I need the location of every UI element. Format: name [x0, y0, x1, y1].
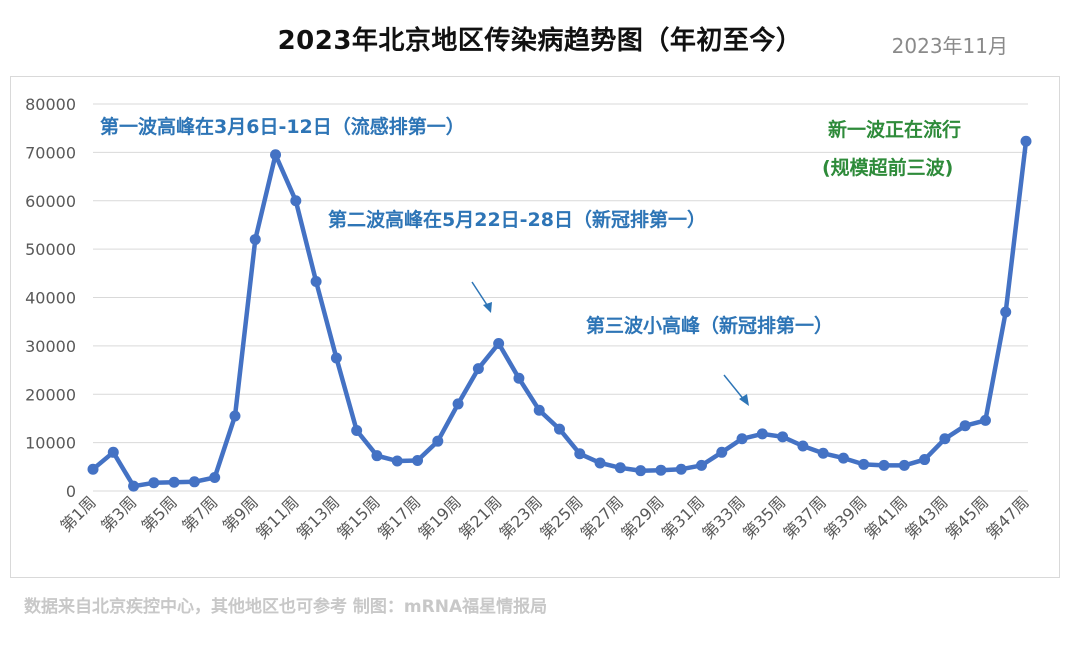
x-tick-label: 第33周	[698, 492, 748, 542]
source-footnote: 数据来自北京疾控中心，其他地区也可参考 制图：mRNA福星情报局	[24, 597, 548, 617]
data-point	[128, 480, 140, 492]
y-tick-label: 0	[66, 482, 76, 501]
data-point	[959, 420, 971, 432]
data-point	[310, 276, 322, 288]
data-point	[919, 454, 931, 466]
data-point	[756, 428, 768, 440]
data-point	[898, 459, 910, 471]
y-tick-label: 10000	[25, 434, 76, 453]
arrow-wave3	[723, 374, 749, 406]
y-tick-label: 60000	[25, 192, 76, 211]
data-point	[188, 476, 200, 488]
x-tick-label: 第23周	[496, 492, 546, 542]
x-tick-label: 第21周	[455, 492, 505, 542]
x-tick-label: 第17周	[374, 492, 424, 542]
data-point	[87, 463, 99, 475]
data-point	[614, 462, 626, 474]
data-point	[1020, 135, 1032, 147]
y-axis-ticks: 0 10000 20000 30000 40000 50000 60000 70000 8000…	[25, 95, 76, 501]
y-tick-label: 20000	[25, 385, 76, 404]
data-point	[107, 446, 119, 458]
x-tick-label: 第35周	[739, 492, 789, 542]
x-tick-label: 第41周	[861, 492, 911, 542]
data-point	[270, 149, 282, 161]
y-tick-label: 50000	[25, 240, 76, 259]
data-point	[472, 363, 484, 375]
y-tick-label: 40000	[25, 289, 76, 308]
data-point	[675, 463, 687, 475]
data-point	[209, 471, 221, 483]
x-axis-ticks: 第1周第3周第5周第7周第9周第11周第13周第15周第17周第19周第21周第…	[57, 492, 1033, 542]
x-tick-label: 第43周	[901, 492, 951, 542]
annotations-group: 第一波高峰在3月6日-12日（流感排第一） 第二波高峰在5月22日-28日（新冠…	[100, 115, 961, 406]
x-tick-label: 第3周	[97, 492, 140, 535]
data-point	[554, 423, 565, 435]
data-point	[229, 410, 241, 422]
data-point	[979, 414, 991, 426]
data-point	[432, 435, 444, 447]
x-tick-label: 第25周	[536, 492, 586, 542]
data-point	[635, 465, 647, 477]
data-point	[777, 431, 789, 443]
data-point	[168, 476, 180, 488]
x-tick-label: 第27周	[577, 492, 627, 542]
x-tick-label: 第1周	[57, 492, 100, 535]
x-tick-label: 第19周	[414, 492, 464, 542]
data-point	[695, 459, 707, 471]
x-tick-label: 第45周	[942, 492, 992, 542]
data-point	[1000, 306, 1012, 318]
data-point	[391, 455, 403, 467]
x-tick-label: 第39周	[820, 492, 870, 542]
data-point	[939, 433, 951, 445]
data-point	[249, 233, 261, 245]
data-point	[716, 446, 728, 458]
x-tick-label: 第5周	[138, 492, 181, 535]
chart-title: 2023年北京地区传染病趋势图（年初至今）	[277, 26, 803, 56]
x-tick-label: 第15周	[333, 492, 383, 542]
y-tick-label: 30000	[25, 337, 76, 356]
data-point	[594, 457, 606, 469]
data-point	[330, 352, 342, 364]
x-tick-label: 第7周	[178, 492, 221, 535]
series-group	[87, 135, 1032, 492]
annotation-wave1: 第一波高峰在3月6日-12日（流感排第一）	[100, 115, 465, 138]
data-point	[351, 425, 363, 437]
data-point	[858, 458, 870, 470]
date-label: 2023年11月	[891, 34, 1008, 58]
x-tick-label: 第11周	[252, 492, 302, 542]
data-point	[574, 448, 586, 460]
data-point	[513, 372, 525, 384]
data-point	[736, 433, 748, 445]
data-point	[493, 337, 505, 349]
data-point	[837, 452, 849, 464]
data-point	[290, 195, 302, 207]
annotation-new-wave: 新一波正在流行	[828, 118, 961, 141]
x-tick-label: 第31周	[658, 492, 708, 542]
chart-frame	[10, 76, 1060, 578]
line-chart: 0 10000 20000 30000 40000 50000 60000 70000 8000…	[25, 95, 1033, 543]
data-point	[452, 398, 464, 410]
data-point	[817, 447, 829, 459]
x-tick-label: 第47周	[982, 492, 1032, 542]
x-tick-label: 第37周	[780, 492, 830, 542]
data-point	[533, 404, 545, 416]
x-tick-label: 第13周	[293, 492, 343, 542]
data-point	[655, 464, 667, 476]
annotation-wave2: 第二波高峰在5月22日-28日（新冠排第一）	[328, 208, 706, 231]
data-point	[412, 455, 424, 467]
y-tick-label: 80000	[25, 95, 76, 114]
data-point	[797, 440, 809, 452]
annotation-wave3: 第三波小高峰（新冠排第一）	[586, 314, 833, 337]
data-point	[148, 477, 160, 489]
y-tick-label: 70000	[25, 143, 76, 162]
data-point	[878, 459, 890, 471]
gridlines	[93, 103, 1028, 492]
data-point	[371, 450, 383, 462]
arrow-wave2	[471, 281, 492, 313]
x-tick-label: 第29周	[617, 492, 667, 542]
annotation-new-wave-scale: (规模超前三波)	[822, 156, 953, 179]
